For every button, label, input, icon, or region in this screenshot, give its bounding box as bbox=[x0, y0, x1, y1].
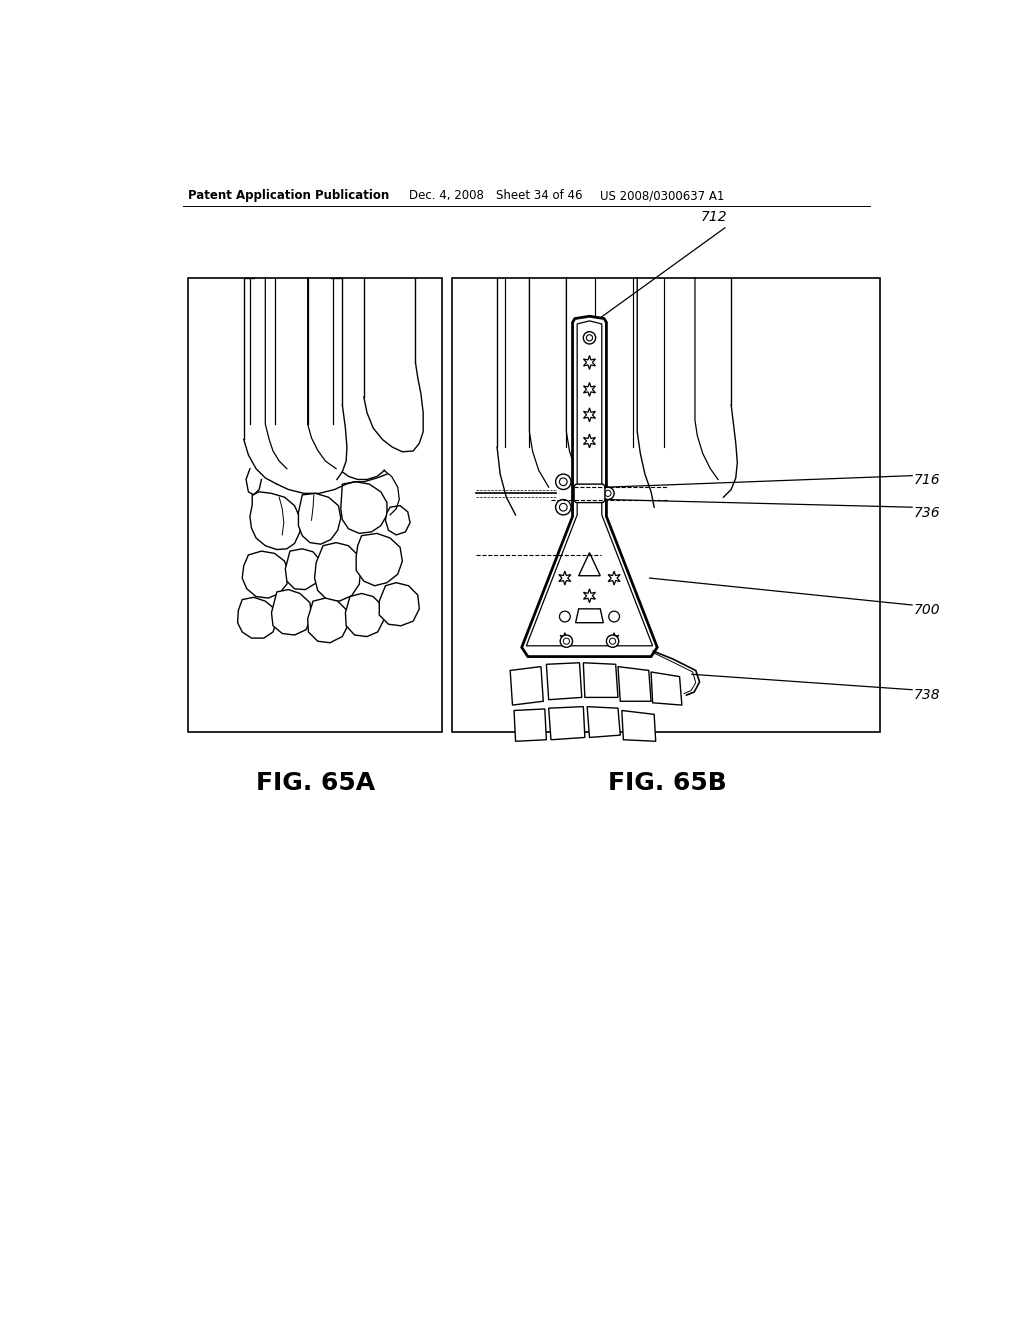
Polygon shape bbox=[584, 355, 596, 370]
Polygon shape bbox=[379, 582, 419, 626]
Bar bbox=[453, 277, 880, 733]
Polygon shape bbox=[521, 317, 657, 656]
Circle shape bbox=[608, 611, 620, 622]
Polygon shape bbox=[579, 553, 600, 576]
Text: 700: 700 bbox=[913, 603, 940, 618]
Circle shape bbox=[563, 638, 569, 644]
Circle shape bbox=[609, 638, 615, 644]
Polygon shape bbox=[587, 706, 621, 738]
Polygon shape bbox=[243, 552, 289, 598]
Polygon shape bbox=[314, 543, 360, 601]
Polygon shape bbox=[271, 590, 311, 635]
Circle shape bbox=[602, 487, 614, 499]
Circle shape bbox=[559, 611, 570, 622]
Text: 716: 716 bbox=[913, 474, 940, 487]
Polygon shape bbox=[651, 672, 682, 705]
Polygon shape bbox=[609, 632, 618, 644]
Text: FIG. 65B: FIG. 65B bbox=[608, 771, 727, 795]
Circle shape bbox=[584, 331, 596, 345]
Polygon shape bbox=[608, 572, 621, 585]
Circle shape bbox=[605, 490, 611, 496]
Polygon shape bbox=[547, 663, 582, 700]
Circle shape bbox=[559, 503, 567, 511]
Polygon shape bbox=[584, 589, 596, 603]
Circle shape bbox=[560, 635, 572, 647]
Polygon shape bbox=[584, 383, 596, 396]
Polygon shape bbox=[341, 482, 387, 533]
Circle shape bbox=[559, 478, 567, 486]
Text: FIG. 65A: FIG. 65A bbox=[256, 771, 375, 795]
Polygon shape bbox=[510, 667, 544, 705]
Text: Patent Application Publication: Patent Application Publication bbox=[188, 189, 389, 202]
Polygon shape bbox=[385, 506, 410, 535]
Polygon shape bbox=[514, 709, 547, 742]
Text: 738: 738 bbox=[913, 688, 940, 702]
Polygon shape bbox=[584, 434, 596, 447]
Circle shape bbox=[556, 474, 571, 490]
Polygon shape bbox=[559, 572, 570, 585]
Bar bbox=[188, 277, 442, 733]
Polygon shape bbox=[584, 408, 596, 422]
Polygon shape bbox=[584, 663, 617, 697]
FancyBboxPatch shape bbox=[574, 484, 605, 503]
Polygon shape bbox=[622, 710, 655, 742]
Circle shape bbox=[587, 335, 593, 341]
Text: Dec. 4, 2008: Dec. 4, 2008 bbox=[410, 189, 484, 202]
Circle shape bbox=[606, 635, 618, 647]
Polygon shape bbox=[575, 609, 603, 623]
Text: 736: 736 bbox=[913, 506, 940, 520]
Polygon shape bbox=[307, 598, 348, 643]
Polygon shape bbox=[298, 494, 341, 544]
Polygon shape bbox=[356, 533, 402, 586]
Text: US 2008/0300637 A1: US 2008/0300637 A1 bbox=[600, 189, 725, 202]
Polygon shape bbox=[549, 706, 585, 739]
Polygon shape bbox=[560, 632, 569, 644]
Circle shape bbox=[556, 499, 571, 515]
Polygon shape bbox=[617, 667, 651, 701]
Polygon shape bbox=[345, 594, 384, 636]
Text: 712: 712 bbox=[700, 210, 727, 224]
Polygon shape bbox=[238, 597, 276, 638]
Polygon shape bbox=[250, 492, 300, 549]
Text: Sheet 34 of 46: Sheet 34 of 46 bbox=[496, 189, 582, 202]
Polygon shape bbox=[286, 549, 321, 590]
